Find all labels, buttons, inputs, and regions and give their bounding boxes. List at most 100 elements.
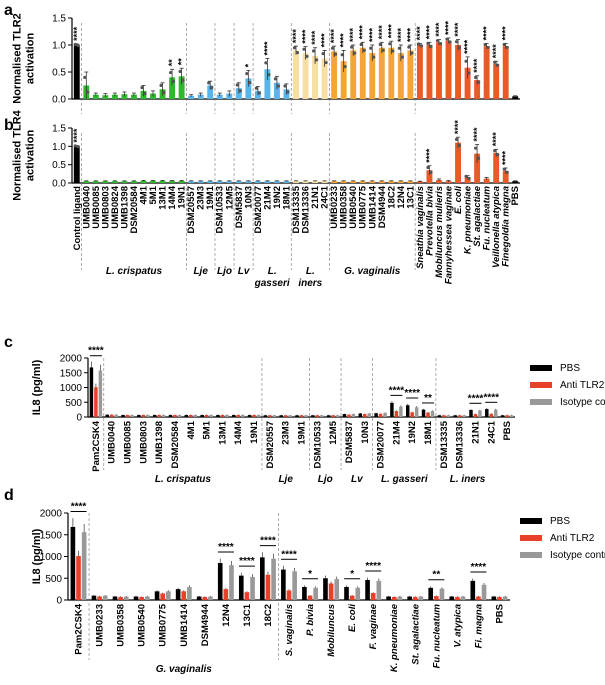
c-bar-0-21	[421, 409, 426, 417]
c-bar-1-4	[157, 414, 161, 417]
c-bar-2-9	[240, 414, 245, 417]
b-group-label-1-0: Lje	[193, 266, 208, 277]
c-bar-2-23	[462, 415, 466, 417]
a-ytick-label-2: 1.0	[52, 41, 66, 52]
a-dot-40-a	[454, 40, 459, 44]
a-bar-5	[121, 94, 128, 99]
a-sig-31: ****	[367, 27, 377, 42]
c-group-label-1: Lje	[278, 474, 293, 485]
a-bar-10	[169, 77, 176, 99]
legend-d: PBS Anti TLR2 Isotype control	[520, 516, 605, 561]
b-bar-16	[226, 181, 233, 183]
c-bar-2-14	[320, 415, 324, 417]
d-bar-2-3	[144, 596, 150, 600]
b-xtick-label-44: Veillonella atypica	[491, 186, 502, 268]
b-bar-31	[369, 181, 376, 183]
panel-d-chart: 0 500 1000 1500 2000 IL8 (pg/ml) Pam2CSK4 UMB02…	[31, 502, 510, 675]
b-xtick-label-17: DSM5837	[234, 186, 245, 228]
a-dot-23-b	[295, 50, 300, 55]
legend-d-iso: Isotype control	[550, 550, 605, 561]
legend-d-swatch-iso	[520, 552, 542, 558]
d-sigtext-2: ****	[239, 556, 255, 567]
a-bar-23	[293, 50, 299, 99]
a-dot-29-a	[350, 45, 354, 49]
c-xtick-label-12: 23M3	[281, 421, 292, 445]
b-xtick-label-34: 12N4	[396, 185, 407, 208]
d-bar-1-6	[202, 596, 208, 600]
c-bar-0-6	[184, 414, 189, 417]
a-bar-6	[131, 94, 137, 99]
a-bar-37	[426, 45, 433, 99]
c-bar-1-12	[283, 415, 288, 417]
panel-letter-a: a	[4, 2, 13, 19]
a-dot-0-a	[73, 42, 77, 46]
d-sigtext-0: ****	[71, 502, 87, 513]
a-sig-10: **	[167, 59, 177, 67]
a-dot-44-a	[493, 60, 497, 64]
d-xtick-label-11: P. bivia	[305, 604, 316, 636]
a-dot-24-b	[305, 54, 309, 58]
c-bar-0-24	[469, 409, 473, 417]
d-bar-2-17	[439, 588, 445, 600]
a-dot-21-b	[276, 84, 281, 88]
a-sig-45: ****	[501, 26, 511, 41]
d-bar-1-16	[412, 596, 418, 600]
d-bar-0-20	[491, 596, 497, 600]
d-bar-2-16	[418, 596, 424, 600]
c-xtick-label-1: UMB0040	[107, 421, 118, 464]
c-bar-0-9	[232, 414, 236, 417]
b-bar-14	[207, 181, 214, 183]
b-xtick-label-5: UMB1398	[119, 186, 130, 229]
a-dot-32-b	[381, 48, 385, 53]
b-bar-41	[464, 177, 471, 183]
a-dot-39-a	[445, 37, 449, 41]
c-bar-2-0	[98, 370, 103, 417]
legend-c-swatch-pbs	[530, 365, 552, 371]
d-sigtext-6: *	[350, 569, 354, 580]
a-sig-44: ****	[491, 44, 501, 59]
a-dot-32-a	[378, 42, 382, 47]
a-dot-37-a	[426, 41, 430, 45]
b-sig-37: ****	[424, 148, 434, 163]
c-ylabel-line-0: IL8 (pg/ml)	[31, 359, 43, 415]
b-bar-5	[121, 181, 128, 183]
c-xtick-label-6: 4M1	[186, 420, 197, 439]
c-xtick-label-11: DSM20557	[265, 421, 276, 469]
d-bar-0-9	[260, 557, 265, 600]
b-dot-41-b	[467, 176, 471, 181]
b-xtick-label-14: 19M1	[205, 185, 216, 209]
c-bar-0-25	[485, 409, 489, 417]
c-bar-1-5	[173, 414, 177, 417]
b-bar-24	[302, 181, 309, 183]
d-bar-1-20	[497, 596, 502, 600]
d-sigtext-9: ****	[471, 562, 487, 573]
c-xtick-label-26: PBS	[502, 421, 513, 441]
b-bar-8	[150, 180, 156, 183]
b-sig-0: ****	[72, 128, 82, 143]
a-sig-38: ****	[434, 22, 444, 37]
c-bar-2-10	[256, 414, 261, 417]
c-xtick-label-23: DSM13336	[455, 421, 466, 469]
a-bar-34	[397, 53, 404, 99]
b-xtick-label-46: PBS	[510, 186, 521, 206]
a-dot-28-a	[340, 53, 344, 57]
c-bar-2-26	[509, 415, 514, 417]
b-bar-38	[436, 180, 442, 183]
c-bar-1-17	[363, 414, 367, 417]
a-dot-44-b	[496, 63, 500, 67]
c-bar-2-22	[446, 415, 451, 417]
d-xtick-label-19: Fi. magna	[473, 604, 484, 648]
c-bar-1-16	[347, 414, 351, 417]
c-xtick-label-25: 24C1	[486, 420, 497, 443]
d-xtick-label-18: V. atypica	[452, 604, 463, 647]
d-sigtext-7: ****	[365, 561, 381, 572]
a-dot-22-a	[283, 84, 287, 88]
c-bar-0-26	[500, 415, 505, 417]
a-ytick-label-0: 0.0	[52, 95, 66, 106]
b-xtick-label-20: 21M4	[262, 185, 273, 209]
c-bar-0-18	[374, 413, 378, 417]
a-sig-18: *	[243, 63, 253, 67]
c-group-label-3: Lv	[351, 474, 364, 485]
b-sig-44: ****	[491, 132, 501, 147]
a-sig-39: ****	[444, 20, 454, 35]
